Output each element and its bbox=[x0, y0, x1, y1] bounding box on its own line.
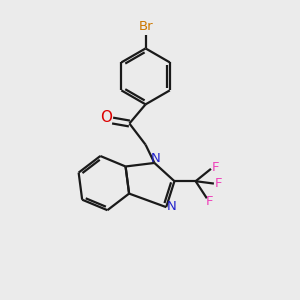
Text: O: O bbox=[100, 110, 112, 125]
Text: Br: Br bbox=[138, 20, 153, 33]
Text: N: N bbox=[167, 200, 176, 213]
Text: F: F bbox=[214, 177, 222, 190]
Text: F: F bbox=[211, 161, 219, 174]
Text: F: F bbox=[206, 195, 213, 208]
Text: N: N bbox=[151, 152, 161, 165]
